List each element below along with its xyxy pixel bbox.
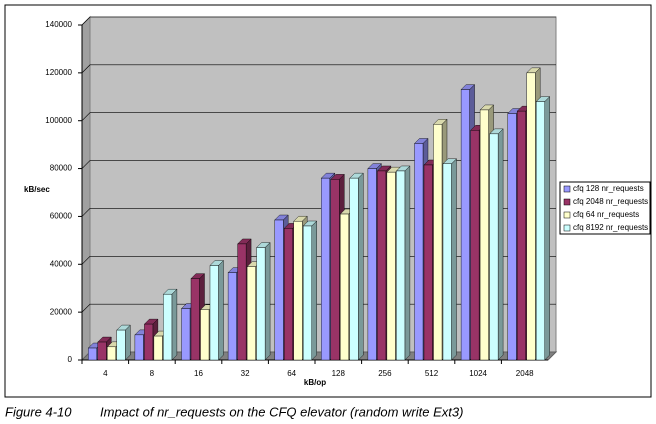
bar-front <box>423 164 433 361</box>
bar-side <box>218 259 224 361</box>
bar-front <box>303 225 312 361</box>
bar-side <box>544 96 550 361</box>
y-tick-label: 100000 <box>45 116 72 125</box>
bar-front <box>479 109 489 361</box>
bar <box>442 158 457 361</box>
x-tick-label: 2048 <box>516 369 534 378</box>
bar <box>349 172 364 361</box>
bar-front <box>134 334 144 361</box>
bar-front <box>144 323 154 361</box>
y-tick-label: 80000 <box>50 164 73 173</box>
bar-front <box>536 101 545 361</box>
legend-label: cfq 8192 nr_requests <box>573 223 648 232</box>
bar-front <box>414 143 424 361</box>
legend-swatch <box>563 211 571 219</box>
y-axis-label: kB/sec <box>24 185 50 194</box>
legend-swatch <box>563 198 571 206</box>
legend-label: cfq 128 nr_requests <box>573 184 644 193</box>
x-tick-label: 16 <box>194 369 203 378</box>
bar-front <box>181 308 191 361</box>
bar <box>535 96 551 361</box>
x-axis-label: kB/op <box>304 378 326 387</box>
y-tick-label: 0 <box>68 355 73 364</box>
x-tick-label: 64 <box>287 369 296 378</box>
bar-front <box>330 179 340 361</box>
bar-front <box>377 170 387 361</box>
caption: Impact of nr_requests on the CFQ elevato… <box>100 404 463 419</box>
bar <box>395 165 411 361</box>
grid-line <box>81 64 556 74</box>
bar-front <box>340 213 349 361</box>
bar-front <box>460 89 470 361</box>
bar <box>489 128 504 361</box>
bar <box>256 242 271 361</box>
bar-front <box>293 221 303 361</box>
bar-front <box>349 177 359 361</box>
bar-side <box>311 220 317 361</box>
bar-front <box>107 346 117 361</box>
bar-front <box>396 170 406 361</box>
legend-swatch <box>563 185 571 193</box>
bar-front <box>526 72 536 361</box>
x-tick-label: 32 <box>241 369 250 378</box>
grid-line <box>81 160 556 169</box>
bar-front <box>190 278 200 361</box>
bar-side <box>171 288 178 361</box>
bar-side <box>125 324 131 361</box>
bar-side <box>451 158 457 361</box>
bar-front <box>386 171 396 361</box>
bar-front <box>274 219 284 361</box>
bar-front <box>200 309 210 361</box>
bar-front <box>163 293 173 361</box>
bar <box>209 259 224 361</box>
y-tick-label: 40000 <box>50 259 73 268</box>
legend-label: cfq 64 nr_requests <box>573 210 639 219</box>
bar <box>162 288 178 361</box>
x-tick-label: 128 <box>332 369 346 378</box>
bar-front <box>209 265 219 361</box>
legend <box>559 181 651 235</box>
bar-side <box>264 242 271 361</box>
caption-label: Figure 4-10 <box>5 404 72 419</box>
bar-front <box>88 347 98 361</box>
bar-side <box>497 128 504 361</box>
bar-front <box>433 124 443 361</box>
bar <box>302 220 318 361</box>
legend-swatch <box>563 224 571 232</box>
grid-line <box>81 112 556 121</box>
bar-front <box>237 243 247 361</box>
bar-side <box>404 165 411 361</box>
bar-front <box>442 163 452 361</box>
bar-front <box>116 329 126 361</box>
bar-front <box>470 130 480 361</box>
bar-front <box>517 110 526 361</box>
y-tick-label: 140000 <box>45 20 72 29</box>
x-tick-label: 256 <box>378 369 392 378</box>
y-tick-label: 120000 <box>45 68 72 77</box>
bar-front <box>256 247 266 361</box>
bar-front <box>507 113 517 361</box>
bar-front <box>246 266 256 361</box>
x-tick-label: 8 <box>150 369 155 378</box>
bar <box>116 324 131 361</box>
grid-line <box>81 16 556 26</box>
x-tick-label: 1024 <box>469 369 487 378</box>
bar-front <box>153 335 163 361</box>
y-tick-label: 60000 <box>50 212 73 221</box>
bar-side <box>358 172 364 361</box>
legend-label: cfq 2048 nr_requests <box>573 197 648 206</box>
bar-front <box>367 168 377 361</box>
bar-front <box>489 133 499 361</box>
bar-front <box>97 341 107 361</box>
bar-front <box>227 272 237 361</box>
x-tick-label: 4 <box>103 369 108 378</box>
x-tick-label: 512 <box>425 369 439 378</box>
bar-front <box>284 228 293 361</box>
y-tick-label: 20000 <box>50 307 73 316</box>
bar-front <box>321 177 330 361</box>
